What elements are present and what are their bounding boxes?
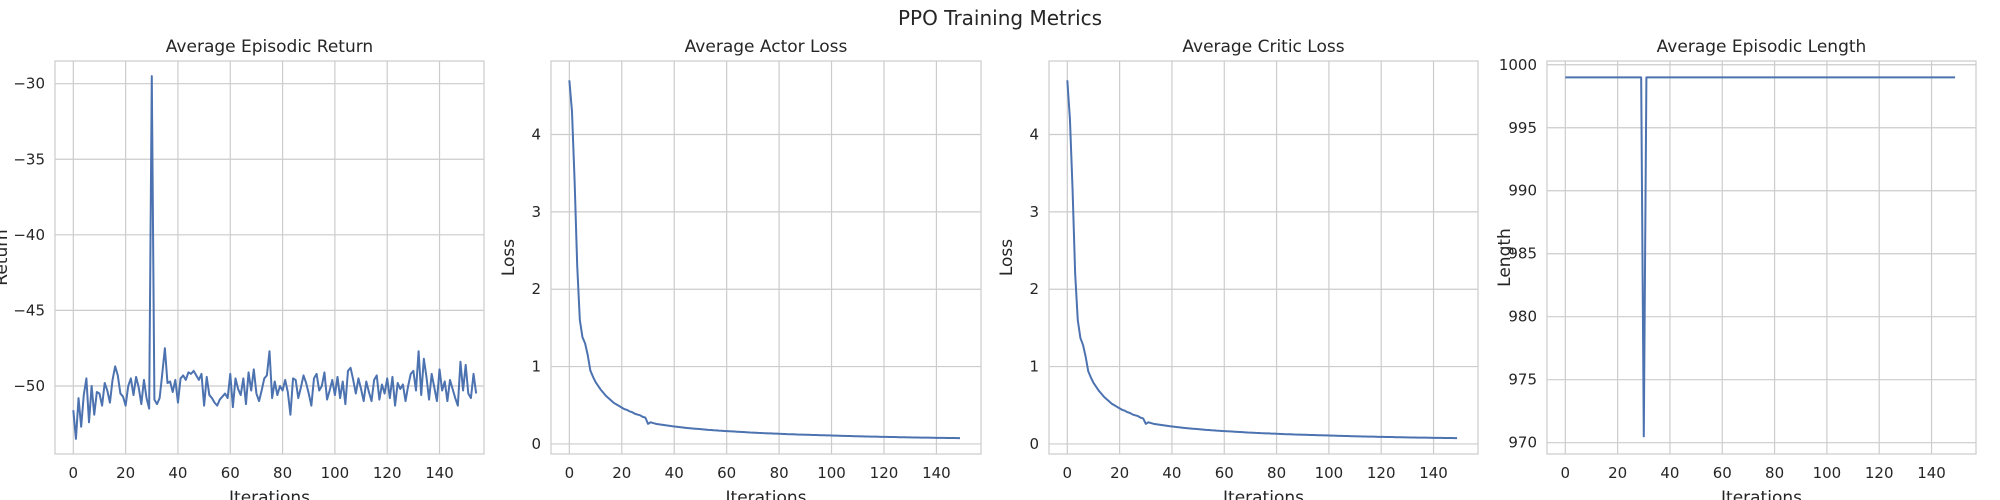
x-tick-label: 120	[870, 464, 899, 482]
y-tick-label: 995	[1508, 119, 1537, 137]
plot-frame	[54, 60, 485, 455]
y-axis-label: Length	[1495, 228, 1515, 287]
y-axis-label: Loss	[499, 239, 519, 276]
x-tick-label: 60	[1215, 464, 1234, 482]
y-tick-label: 1	[1029, 358, 1039, 376]
x-tick-label: 140	[922, 464, 951, 482]
chart-average-actor-loss: 0 20 40 60 80 100 120 140 0 1 2 3 4 Average Actor Los…	[499, 37, 982, 500]
x-tick-label: 80	[273, 464, 292, 482]
y-axis-label: Loss	[997, 239, 1017, 276]
x-axis-label: Iterations	[1721, 488, 1802, 500]
x-tick-label: 120	[1367, 464, 1396, 482]
x-tick-label: 0	[69, 464, 79, 482]
x-tick-label: 140	[1419, 464, 1448, 482]
y-tick-label: 4	[531, 125, 541, 143]
y-tick-label: 975	[1508, 371, 1537, 389]
x-tick-label: 20	[1608, 464, 1627, 482]
y-tick-label: 1000	[1499, 56, 1537, 74]
x-axis-label: Iterations	[726, 488, 807, 500]
y-tick-label: 0	[1029, 435, 1039, 453]
chart-title: Average Episodic Length	[1657, 37, 1867, 57]
y-tick-label: 0	[531, 435, 541, 453]
y-tick-label: 3	[531, 203, 541, 221]
series-line	[1565, 76, 1956, 438]
x-tick-label: 100	[1813, 464, 1842, 482]
plot-frame	[550, 60, 982, 455]
x-tick-label: 60	[221, 464, 240, 482]
x-tick-label: 40	[168, 464, 187, 482]
x-tick-label: 20	[116, 464, 135, 482]
chart-average-critic-loss: 0 20 40 60 80 100 120 140 0 1 2 3 4 Average Critic Lo…	[997, 37, 1479, 500]
x-tick-label: 60	[1713, 464, 1732, 482]
plot-frame	[1546, 60, 1977, 455]
x-tick-label: 0	[1063, 464, 1073, 482]
plot-frame	[1048, 60, 1479, 455]
x-axis-label: Iterations	[1223, 488, 1304, 500]
chart-panels: 0 20 40 60 80 100 120 140−50−45−40−35−30Average…	[0, 37, 1977, 500]
chart-title: Average Episodic Return	[166, 37, 373, 57]
series-line	[72, 75, 478, 440]
x-tick-label: 100	[817, 464, 846, 482]
x-tick-label: 80	[1267, 464, 1286, 482]
x-tick-label: 80	[770, 464, 789, 482]
y-tick-label: 3	[1029, 203, 1039, 221]
x-tick-label: 100	[321, 464, 350, 482]
x-tick-label: 0	[1561, 464, 1571, 482]
x-tick-label: 120	[373, 464, 402, 482]
chart-title: Average Actor Loss	[685, 37, 848, 57]
x-tick-label: 80	[1765, 464, 1784, 482]
y-tick-label: 4	[1029, 125, 1039, 143]
series-line	[1066, 80, 1458, 440]
chart-average-episodic-length: 0 20 40 60 80 100 120 140 970 975 980 985 990 995 1000…	[1495, 37, 1977, 500]
x-tick-label: 100	[1315, 464, 1344, 482]
x-tick-label: 40	[1162, 464, 1181, 482]
y-tick-label: −35	[13, 150, 45, 168]
x-tick-label: 20	[1110, 464, 1129, 482]
x-tick-label: 20	[612, 464, 631, 482]
x-tick-label: 0	[565, 464, 575, 482]
x-tick-label: 140	[425, 464, 454, 482]
x-tick-label: 40	[1660, 464, 1679, 482]
x-tick-label: 60	[717, 464, 736, 482]
x-tick-label: 40	[665, 464, 684, 482]
y-tick-label: −30	[13, 75, 45, 93]
chart-title: Average Critic Loss	[1182, 37, 1344, 57]
y-tick-label: 970	[1508, 434, 1537, 452]
x-tick-label: 120	[1865, 464, 1894, 482]
y-tick-label: −45	[13, 301, 45, 319]
figure-suptitle: PPO Training Metrics	[898, 6, 1102, 30]
y-tick-label: −40	[13, 226, 45, 244]
y-axis-label: Return	[0, 229, 12, 285]
x-axis-label: Iterations	[229, 488, 310, 500]
y-tick-label: 2	[1029, 280, 1039, 298]
y-tick-label: 2	[531, 280, 541, 298]
y-tick-label: −50	[13, 377, 45, 395]
y-tick-label: 1	[531, 358, 541, 376]
y-tick-label: 990	[1508, 182, 1537, 200]
y-tick-label: 980	[1508, 308, 1537, 326]
x-tick-label: 140	[1917, 464, 1946, 482]
series-line	[568, 80, 961, 440]
y-tick-label: 985	[1508, 245, 1537, 263]
chart-average-episodic-return: 0 20 40 60 80 100 120 140 −50 −45 −40 −35 −30 Average…	[0, 37, 485, 500]
